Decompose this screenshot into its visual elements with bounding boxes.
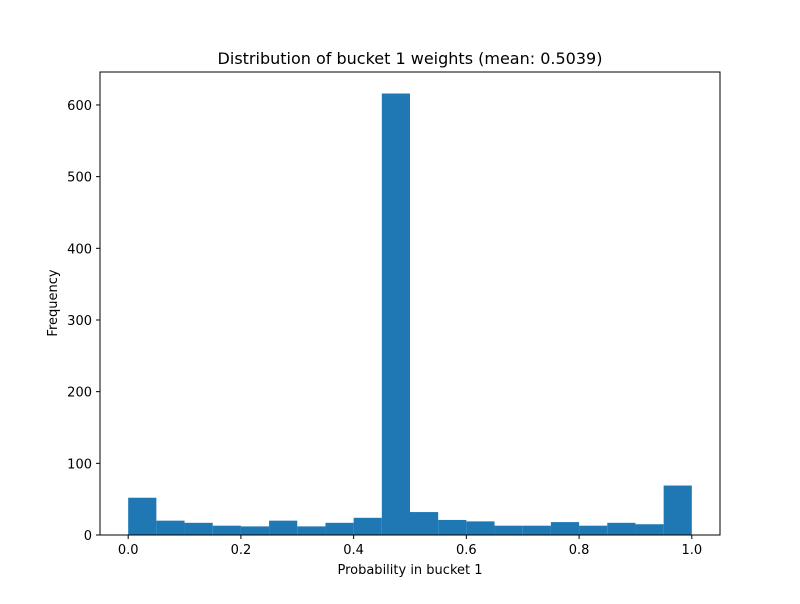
y-tick-label: 200 xyxy=(67,386,92,401)
x-axis-ticks: 0.0 0.2 0.4 0.6 0.8 1.0 xyxy=(118,535,702,558)
x-tick-label: 0.8 xyxy=(569,543,590,558)
y-axis-ticks: 0 100 200 300 400 500 600 xyxy=(67,99,100,544)
histogram-bar-7 xyxy=(325,522,354,535)
y-tick-label: 600 xyxy=(67,99,92,114)
histogram-bar-1 xyxy=(156,520,185,535)
y-tick-label: 300 xyxy=(67,314,92,329)
histogram-bar-15 xyxy=(550,522,580,535)
bars-group xyxy=(128,93,692,535)
histogram-bar-6 xyxy=(297,526,326,535)
histogram-bar-13 xyxy=(494,525,523,535)
x-axis-label: Probability in bucket 1 xyxy=(337,563,482,578)
histogram-bar-10 xyxy=(410,512,439,535)
histogram-bar-17 xyxy=(607,522,636,535)
histogram-bar-2 xyxy=(184,522,213,535)
histogram-bar-19 xyxy=(663,485,692,535)
y-axis-label: Frequency xyxy=(46,269,61,336)
plot-frame xyxy=(99,71,721,536)
y-tick-label: 400 xyxy=(67,242,92,257)
histogram-bar-4 xyxy=(240,526,270,535)
x-tick-label: 0.4 xyxy=(343,543,364,558)
x-tick-label: 0.2 xyxy=(231,543,252,558)
histogram-bar-9 xyxy=(381,93,410,535)
y-tick-label: 0 xyxy=(84,529,92,544)
chart-title: Distribution of bucket 1 weights (mean: … xyxy=(218,49,603,68)
x-tick-label: 0.6 xyxy=(456,543,477,558)
histogram-bar-8 xyxy=(353,517,382,535)
histogram-bar-14 xyxy=(522,525,551,535)
histogram-bar-3 xyxy=(212,525,241,535)
histogram-bar-11 xyxy=(438,519,467,535)
x-tick-label: 0.0 xyxy=(118,543,139,558)
histogram-bar-18 xyxy=(635,524,664,535)
histogram-bar-16 xyxy=(579,525,608,535)
x-tick-label: 1.0 xyxy=(681,543,702,558)
histogram-bar-5 xyxy=(269,520,298,535)
histogram-bar-12 xyxy=(466,521,495,535)
y-tick-label: 500 xyxy=(67,171,92,186)
histogram-bar-0 xyxy=(128,497,157,535)
y-tick-label: 100 xyxy=(67,457,92,472)
